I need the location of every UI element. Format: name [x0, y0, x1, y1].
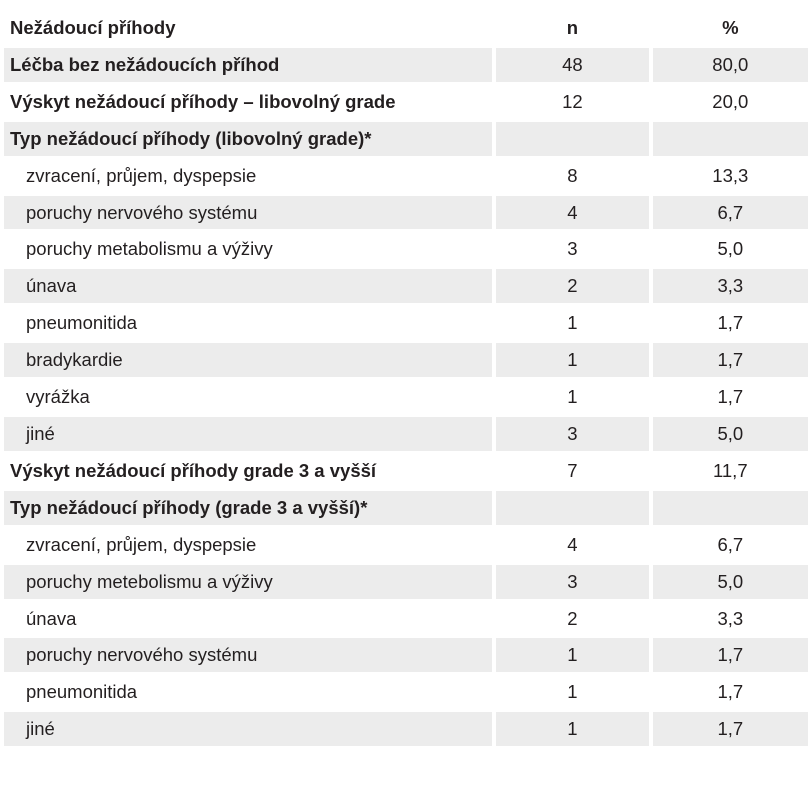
- row-count: 1: [496, 380, 649, 414]
- row-label: bradykardie: [4, 343, 493, 378]
- row-percent: 1,7: [652, 306, 808, 341]
- row-label: poruchy metebolismu a výživy: [4, 564, 493, 599]
- row-label: zvracení, průjem, dyspepsie: [4, 158, 493, 193]
- row-percent: 11,7: [652, 453, 808, 488]
- row-count: [496, 490, 649, 525]
- row-count: 1: [496, 343, 649, 378]
- row-count: 3: [496, 564, 649, 599]
- row-percent: 6,7: [652, 527, 808, 562]
- header-count: n: [496, 11, 649, 45]
- row-label: Typ nežádoucí příhody (libovolný grade)*: [4, 121, 493, 156]
- row-count: 1: [496, 675, 649, 710]
- row-count: 1: [496, 638, 649, 673]
- row-label: únava: [4, 601, 493, 636]
- row-label: pneumonitida: [4, 306, 493, 341]
- row-label: poruchy metabolismu a výživy: [4, 232, 493, 267]
- row-label: pneumonitida: [4, 675, 493, 710]
- table-row: únava 2 3,3: [4, 601, 808, 636]
- table-row: Výskyt nežádoucí příhody grade 3 a vyšší…: [4, 453, 808, 488]
- row-label: Výskyt nežádoucí příhody grade 3 a vyšší: [4, 453, 493, 488]
- table-row: poruchy metebolismu a výživy 3 5,0: [4, 564, 808, 599]
- row-count: 2: [496, 601, 649, 636]
- row-percent: 20,0: [652, 84, 808, 119]
- row-count: 4: [496, 195, 649, 230]
- table-row: Typ nežádoucí příhody (libovolný grade)*: [4, 121, 808, 156]
- row-percent: 3,3: [652, 601, 808, 636]
- table-row: únava 2 3,3: [4, 269, 808, 304]
- header-adverse-events: Nežádoucí příhody: [4, 11, 493, 45]
- adverse-events-table: Nežádoucí příhody n % Léčba bez nežádouc…: [0, 8, 812, 749]
- table-row: jiné 3 5,0: [4, 416, 808, 451]
- adverse-events-table-container: Nežádoucí příhody n % Léčba bez nežádouc…: [0, 8, 812, 749]
- row-count: 12: [496, 84, 649, 119]
- row-percent: 5,0: [652, 232, 808, 267]
- row-label: Typ nežádoucí příhody (grade 3 a vyšší)*: [4, 490, 493, 525]
- row-count: 1: [496, 306, 649, 341]
- table-header: Nežádoucí příhody n %: [4, 11, 808, 45]
- row-count: [496, 121, 649, 156]
- row-count: 48: [496, 47, 649, 82]
- row-percent: 5,0: [652, 564, 808, 599]
- row-percent: 3,3: [652, 269, 808, 304]
- row-label: poruchy nervového systému: [4, 638, 493, 673]
- row-percent: 1,7: [652, 380, 808, 414]
- row-label: poruchy nervového systému: [4, 195, 493, 230]
- table-row: vyrážka 1 1,7: [4, 380, 808, 414]
- row-percent: 13,3: [652, 158, 808, 193]
- row-count: 7: [496, 453, 649, 488]
- table-row: poruchy nervového systému 1 1,7: [4, 638, 808, 673]
- row-label: Léčba bez nežádoucích příhod: [4, 47, 493, 82]
- table-row: Typ nežádoucí příhody (grade 3 a vyšší)*: [4, 490, 808, 525]
- row-percent: [652, 490, 808, 525]
- table-row: Výskyt nežádoucí příhody – libovolný gra…: [4, 84, 808, 119]
- row-count: 1: [496, 712, 649, 747]
- row-percent: [652, 121, 808, 156]
- table-row: poruchy metabolismu a výživy 3 5,0: [4, 232, 808, 267]
- row-label: jiné: [4, 712, 493, 747]
- table-row: poruchy nervového systému 4 6,7: [4, 195, 808, 230]
- row-count: 4: [496, 527, 649, 562]
- row-percent: 1,7: [652, 675, 808, 710]
- table-body: Léčba bez nežádoucích příhod 48 80,0 Výskyt…: [4, 47, 808, 747]
- row-count: 8: [496, 158, 649, 193]
- row-label: únava: [4, 269, 493, 304]
- row-label: Výskyt nežádoucí příhody – libovolný gra…: [4, 84, 493, 119]
- row-label: zvracení, průjem, dyspepsie: [4, 527, 493, 562]
- table-row: bradykardie 1 1,7: [4, 343, 808, 378]
- table-row: jiné 1 1,7: [4, 712, 808, 747]
- row-percent: 1,7: [652, 343, 808, 378]
- row-percent: 6,7: [652, 195, 808, 230]
- table-row: zvracení, průjem, dyspepsie 8 13,3: [4, 158, 808, 193]
- row-label: vyrážka: [4, 380, 493, 414]
- row-count: 2: [496, 269, 649, 304]
- table-row: pneumonitida 1 1,7: [4, 675, 808, 710]
- row-count: 3: [496, 232, 649, 267]
- header-row: Nežádoucí příhody n %: [4, 11, 808, 45]
- table-row: zvracení, průjem, dyspepsie 4 6,7: [4, 527, 808, 562]
- header-percent: %: [652, 11, 808, 45]
- row-percent: 1,7: [652, 638, 808, 673]
- row-percent: 1,7: [652, 712, 808, 747]
- row-count: 3: [496, 416, 649, 451]
- table-row: Léčba bez nežádoucích příhod 48 80,0: [4, 47, 808, 82]
- row-percent: 5,0: [652, 416, 808, 451]
- table-row: pneumonitida 1 1,7: [4, 306, 808, 341]
- row-label: jiné: [4, 416, 493, 451]
- row-percent: 80,0: [652, 47, 808, 82]
